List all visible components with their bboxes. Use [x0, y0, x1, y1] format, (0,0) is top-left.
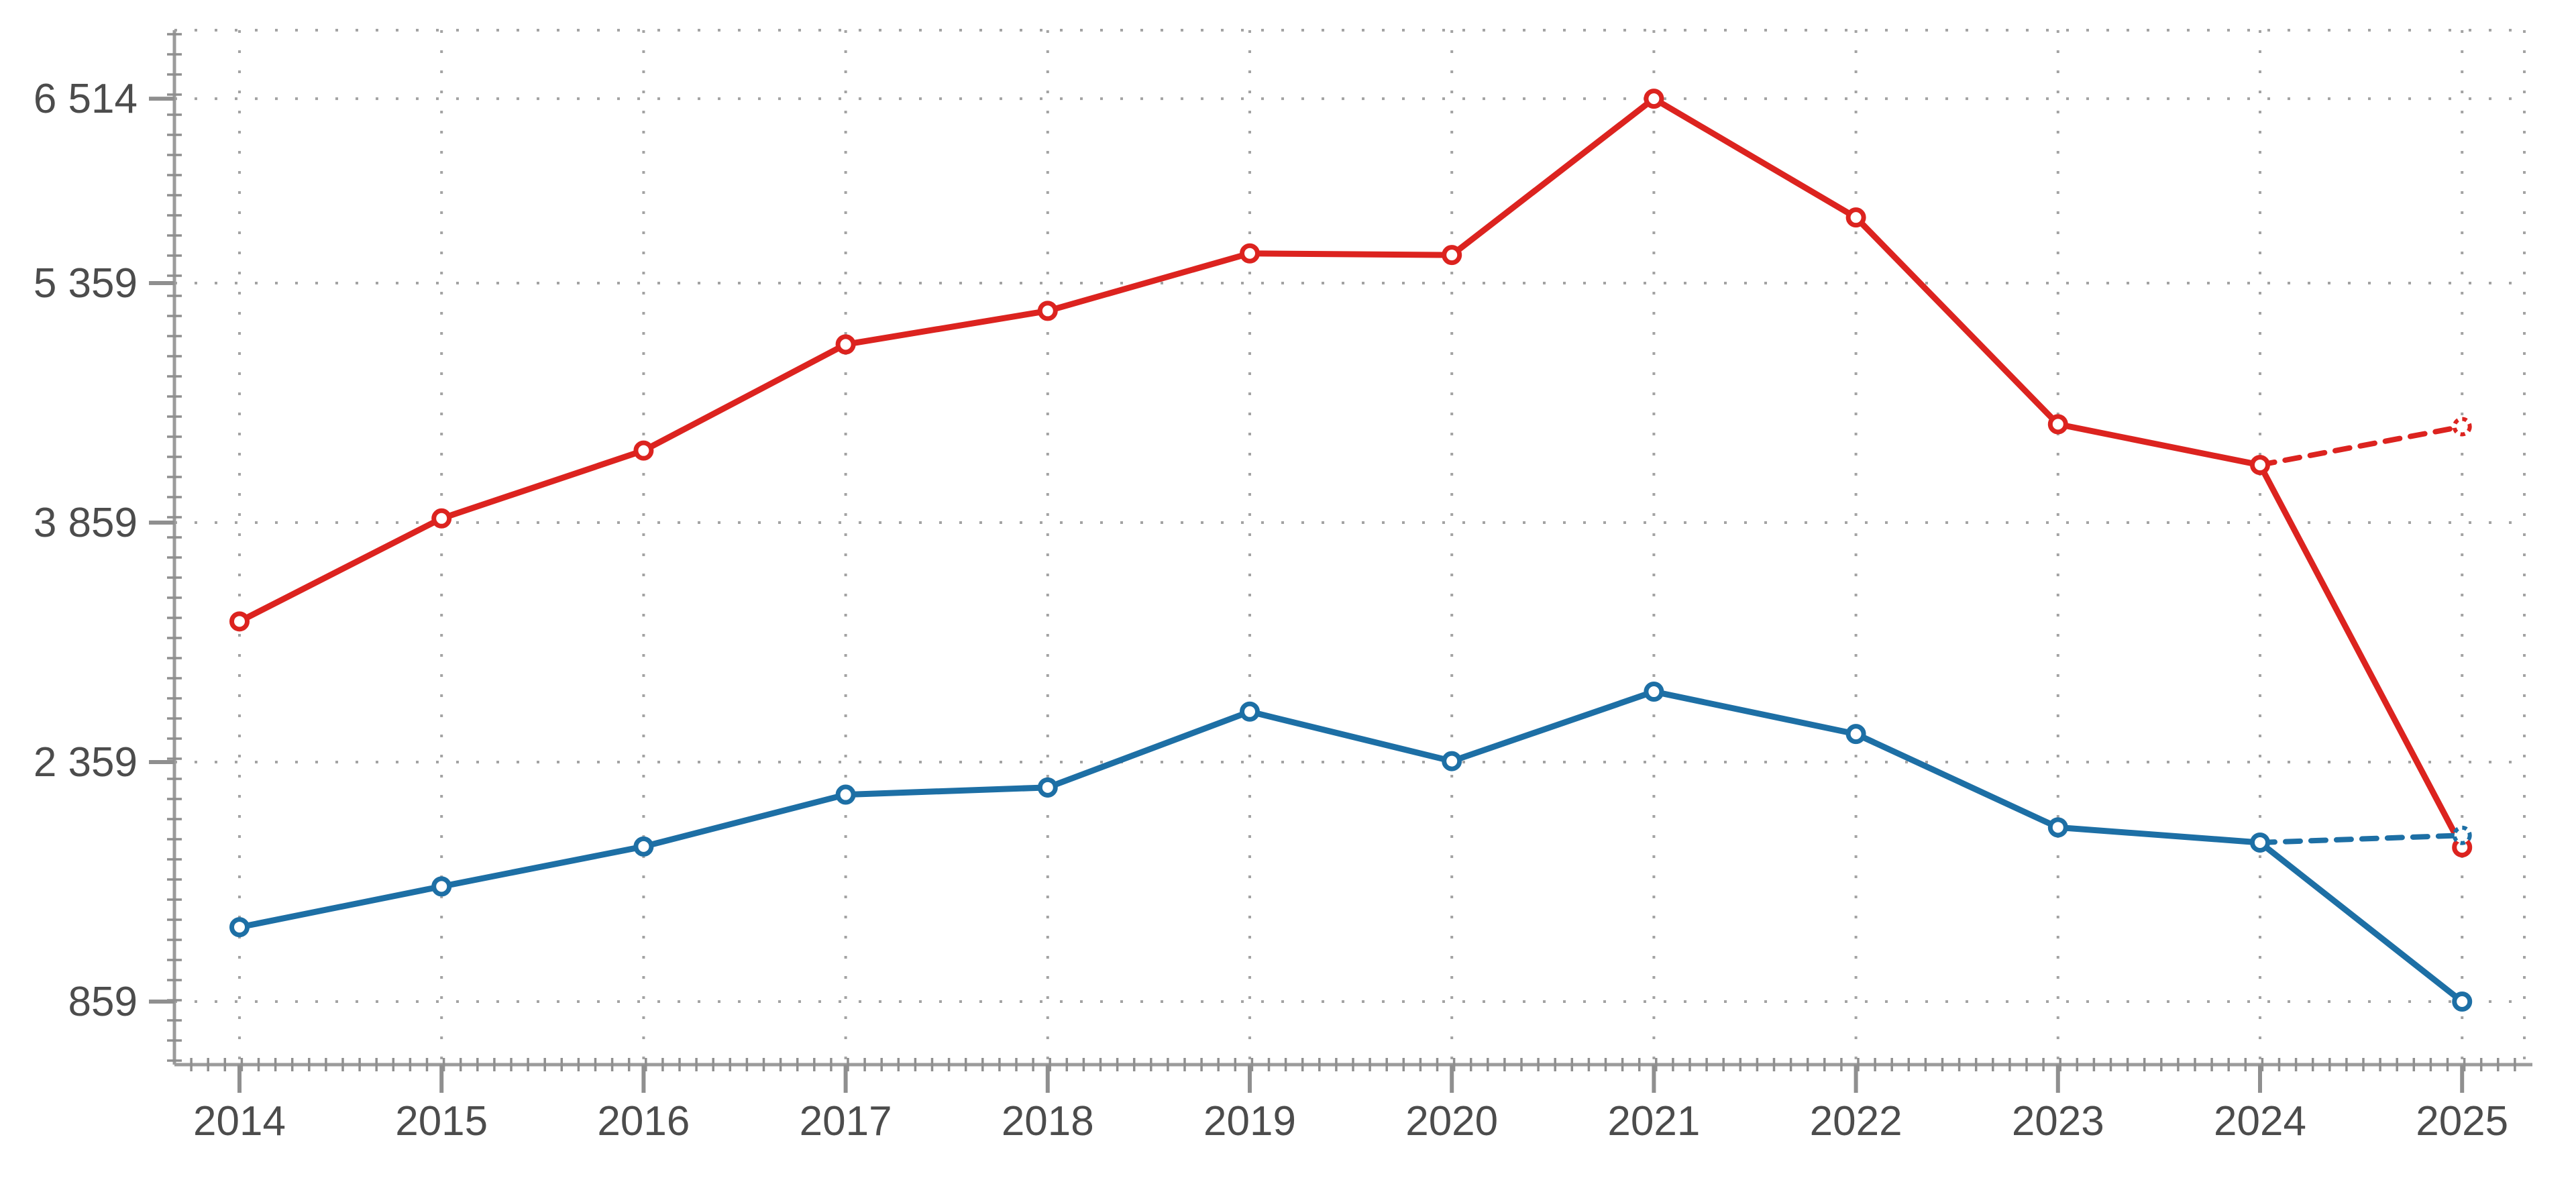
series-red-marker-2018[interactable] — [1037, 301, 1058, 321]
series-red-marker-2020[interactable] — [1442, 245, 1462, 266]
x-axis-tick-label-2020: 2020 — [1405, 1098, 1498, 1144]
series-blue-marker-2018[interactable] — [1037, 777, 1058, 798]
x-axis-tick-label-2016: 2016 — [597, 1098, 690, 1144]
y-axis-tick-label-859: 859 — [68, 979, 138, 1025]
y-axis-tick-label-6514: 6 514 — [34, 76, 138, 122]
axes: 859 2 359 3 859 5 359 6 514 2014 2015 2016 2017 2… — [34, 30, 2532, 1144]
series-blue-marker-2017[interactable] — [835, 784, 856, 805]
series-blue-marker-2024[interactable] — [2250, 832, 2270, 853]
series-blue-marker-2022[interactable] — [1845, 724, 1866, 745]
series-red-marker-2017[interactable] — [835, 334, 856, 355]
x-axis-tick-label-2023: 2023 — [2012, 1098, 2104, 1144]
y-axis-tick-label-5359: 5 359 — [34, 260, 138, 307]
x-axis-tick-label-2014: 2014 — [193, 1098, 286, 1144]
series-blue-marker-2021[interactable] — [1644, 682, 1664, 702]
x-axis-tick-label-2022: 2022 — [1810, 1098, 1902, 1144]
x-axis-tick-label-2018: 2018 — [1002, 1098, 1094, 1144]
series-red-marker-2024[interactable] — [2250, 455, 2270, 476]
series-blue-forecast-line — [2257, 833, 2465, 845]
series-red-marker-2021[interactable] — [1644, 89, 1664, 109]
series-red-marker-2015[interactable] — [431, 508, 452, 529]
series-red-marker-2023[interactable] — [2047, 414, 2068, 435]
series-red-marker-2022[interactable] — [1845, 207, 1866, 228]
x-axis-tick-label-2015: 2015 — [395, 1098, 488, 1144]
series-red-group — [229, 89, 2473, 858]
series-blue-group — [229, 682, 2473, 1012]
x-axis-tick-label-2025: 2025 — [2416, 1098, 2508, 1144]
series-blue-marker-2015[interactable] — [431, 876, 452, 897]
series-blue-forecast-marker-2025[interactable] — [2452, 825, 2472, 845]
x-axis-tick-label-2024: 2024 — [2214, 1098, 2306, 1144]
series-blue-marker-2016[interactable] — [633, 836, 654, 857]
series-red-forecast-line — [2257, 423, 2465, 468]
x-axis-tick-label-2021: 2021 — [1607, 1098, 1700, 1144]
plot-area[interactable] — [174, 30, 2524, 1065]
x-axis-tick-label-2017: 2017 — [800, 1098, 892, 1144]
series-red-marker-2014[interactable] — [229, 611, 250, 632]
x-axis-tick-label-2019: 2019 — [1203, 1098, 1296, 1144]
series-blue-marker-2019[interactable] — [1240, 701, 1260, 722]
y-axis-tick-label-3859: 3 859 — [34, 500, 138, 546]
series-red-marker-2019[interactable] — [1240, 243, 1260, 264]
series-red-forecast-marker-2025[interactable] — [2452, 417, 2472, 437]
series-blue-marker-2020[interactable] — [1442, 751, 1462, 771]
series-blue-marker-2014[interactable] — [229, 917, 250, 938]
series-blue-marker-2023[interactable] — [2047, 817, 2068, 838]
series-blue-marker-2025[interactable] — [2452, 992, 2473, 1012]
y-axis-tick-label-2359: 2 359 — [34, 739, 138, 786]
series-red-marker-2016[interactable] — [633, 440, 654, 461]
series-red-line — [236, 95, 2465, 851]
series-blue-line — [236, 688, 2465, 1005]
